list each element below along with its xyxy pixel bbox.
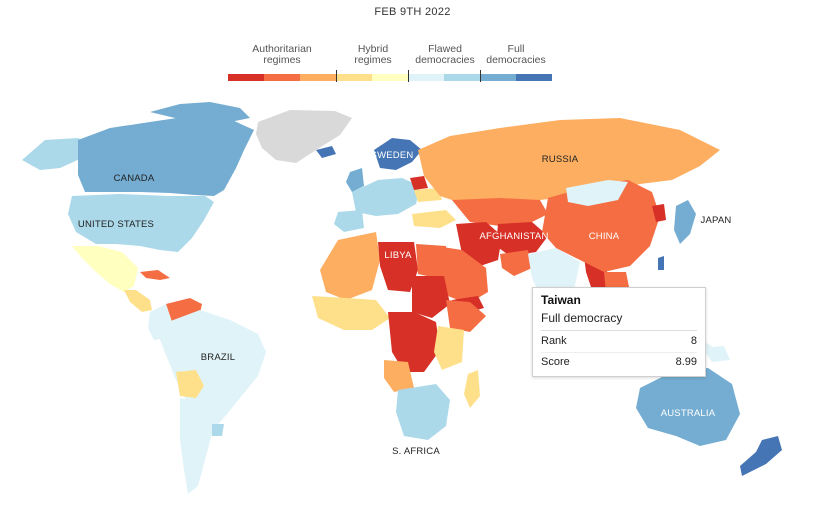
legend-swatch-6	[444, 74, 480, 81]
tooltip-divider	[541, 330, 697, 331]
tooltip-country-name: Taiwan	[541, 293, 581, 307]
country-iberia[interactable]	[334, 210, 364, 232]
tooltip-rank-row: Rank 8	[541, 335, 697, 347]
country-alaska[interactable]	[22, 138, 90, 170]
country-japan[interactable]	[674, 200, 696, 244]
country-uk[interactable]	[346, 168, 364, 192]
label-brazil: BRAZIL	[201, 352, 235, 363]
label-sweden: SWEDEN	[371, 150, 414, 161]
country-ukraine[interactable]	[414, 188, 442, 202]
country-libya[interactable]	[378, 242, 418, 292]
country-western-europe[interactable]	[352, 178, 420, 216]
legend-separator	[480, 70, 481, 82]
country-saudi-arabia[interactable]	[436, 246, 488, 304]
label-china: CHINA	[589, 231, 620, 242]
label-australia: AUSTRALIA	[661, 408, 716, 419]
legend-swatch-0	[228, 74, 264, 81]
label-russia: RUSSIA	[542, 154, 579, 165]
country-angola[interactable]	[384, 360, 414, 392]
tooltip-rank-label: Rank	[541, 335, 567, 347]
country-central-america[interactable]	[124, 290, 152, 312]
country-greenland[interactable]	[256, 110, 352, 163]
country-pakistan[interactable]	[500, 250, 532, 276]
legend: Authoritarian regimes Hybrid regimes Fla…	[228, 44, 552, 84]
country-afghanistan[interactable]	[496, 222, 548, 256]
country-australia[interactable]	[636, 368, 740, 446]
country-papua[interactable]	[702, 346, 730, 362]
legend-label-hybrid: Hybrid regimes	[354, 43, 392, 66]
label-united-states: UNITED STATES	[78, 219, 154, 230]
tooltip-score-row: Score 8.99	[541, 356, 697, 368]
country-mongolia[interactable]	[566, 180, 628, 206]
country-bolivia[interactable]	[176, 370, 204, 398]
legend-swatch-3	[336, 74, 372, 81]
country-tooltip: Taiwan Full democracy Rank 8 Score 8.99	[532, 287, 706, 377]
country-iceland[interactable]	[316, 146, 336, 158]
country-west-africa[interactable]	[312, 296, 390, 330]
country-taiwan[interactable]	[658, 256, 664, 270]
tooltip-rank-value: 8	[690, 335, 697, 347]
legend-swatch-4	[372, 74, 408, 81]
legend-label-authoritarian: Authoritarian regimes	[252, 43, 312, 66]
country-china[interactable]	[542, 180, 660, 272]
country-north-korea[interactable]	[652, 204, 666, 222]
country-mexico[interactable]	[72, 246, 138, 292]
legend-swatch-8	[516, 74, 552, 81]
country-scandinavia[interactable]	[374, 138, 422, 170]
legend-swatch-1	[264, 74, 300, 81]
country-turkey[interactable]	[412, 210, 456, 228]
tooltip-score-value: 8.99	[675, 356, 697, 368]
country-brazil[interactable]	[160, 310, 266, 432]
legend-swatch-7	[480, 74, 516, 81]
country-ethiopia[interactable]	[446, 300, 486, 332]
legend-color-bar	[228, 74, 552, 81]
country-united-states[interactable]	[68, 194, 214, 252]
label-libya: LIBYA	[384, 250, 412, 261]
legend-separator	[408, 70, 409, 82]
legend-separator	[336, 70, 337, 82]
label-canada: CANADA	[114, 173, 155, 184]
country-sudan[interactable]	[412, 276, 450, 318]
country-madagascar[interactable]	[464, 370, 480, 408]
label-south-africa: S. AFRICA	[392, 446, 440, 457]
country-canada-islands[interactable]	[150, 102, 250, 122]
legend-label-flawed: Flawed democracies	[415, 43, 475, 66]
country-uruguay[interactable]	[212, 424, 224, 436]
country-argentina[interactable]	[180, 398, 214, 494]
tooltip-category: Full democracy	[541, 311, 623, 325]
label-afghanistan: AFGHANISTAN	[479, 231, 548, 242]
legend-swatch-5	[408, 74, 444, 81]
country-egypt[interactable]	[416, 244, 448, 278]
country-central-africa[interactable]	[388, 312, 440, 372]
country-new-zealand[interactable]	[740, 436, 782, 476]
country-russia[interactable]	[418, 118, 720, 206]
country-cuba[interactable]	[140, 270, 170, 280]
label-japan: JAPAN	[701, 215, 732, 226]
legend-label-full: Full democracies	[486, 43, 546, 66]
date-label: FEB 9TH 2022	[374, 6, 451, 18]
tooltip-score-label: Score	[541, 356, 570, 368]
legend-swatch-2	[300, 74, 336, 81]
country-canada[interactable]	[78, 116, 254, 196]
country-north-africa[interactable]	[320, 232, 380, 300]
tooltip-row-divider	[541, 352, 697, 353]
country-east-africa[interactable]	[434, 326, 464, 370]
country-kazakhstan[interactable]	[452, 198, 548, 226]
country-southern-africa[interactable]	[396, 384, 450, 440]
country-belarus[interactable]	[410, 176, 428, 190]
